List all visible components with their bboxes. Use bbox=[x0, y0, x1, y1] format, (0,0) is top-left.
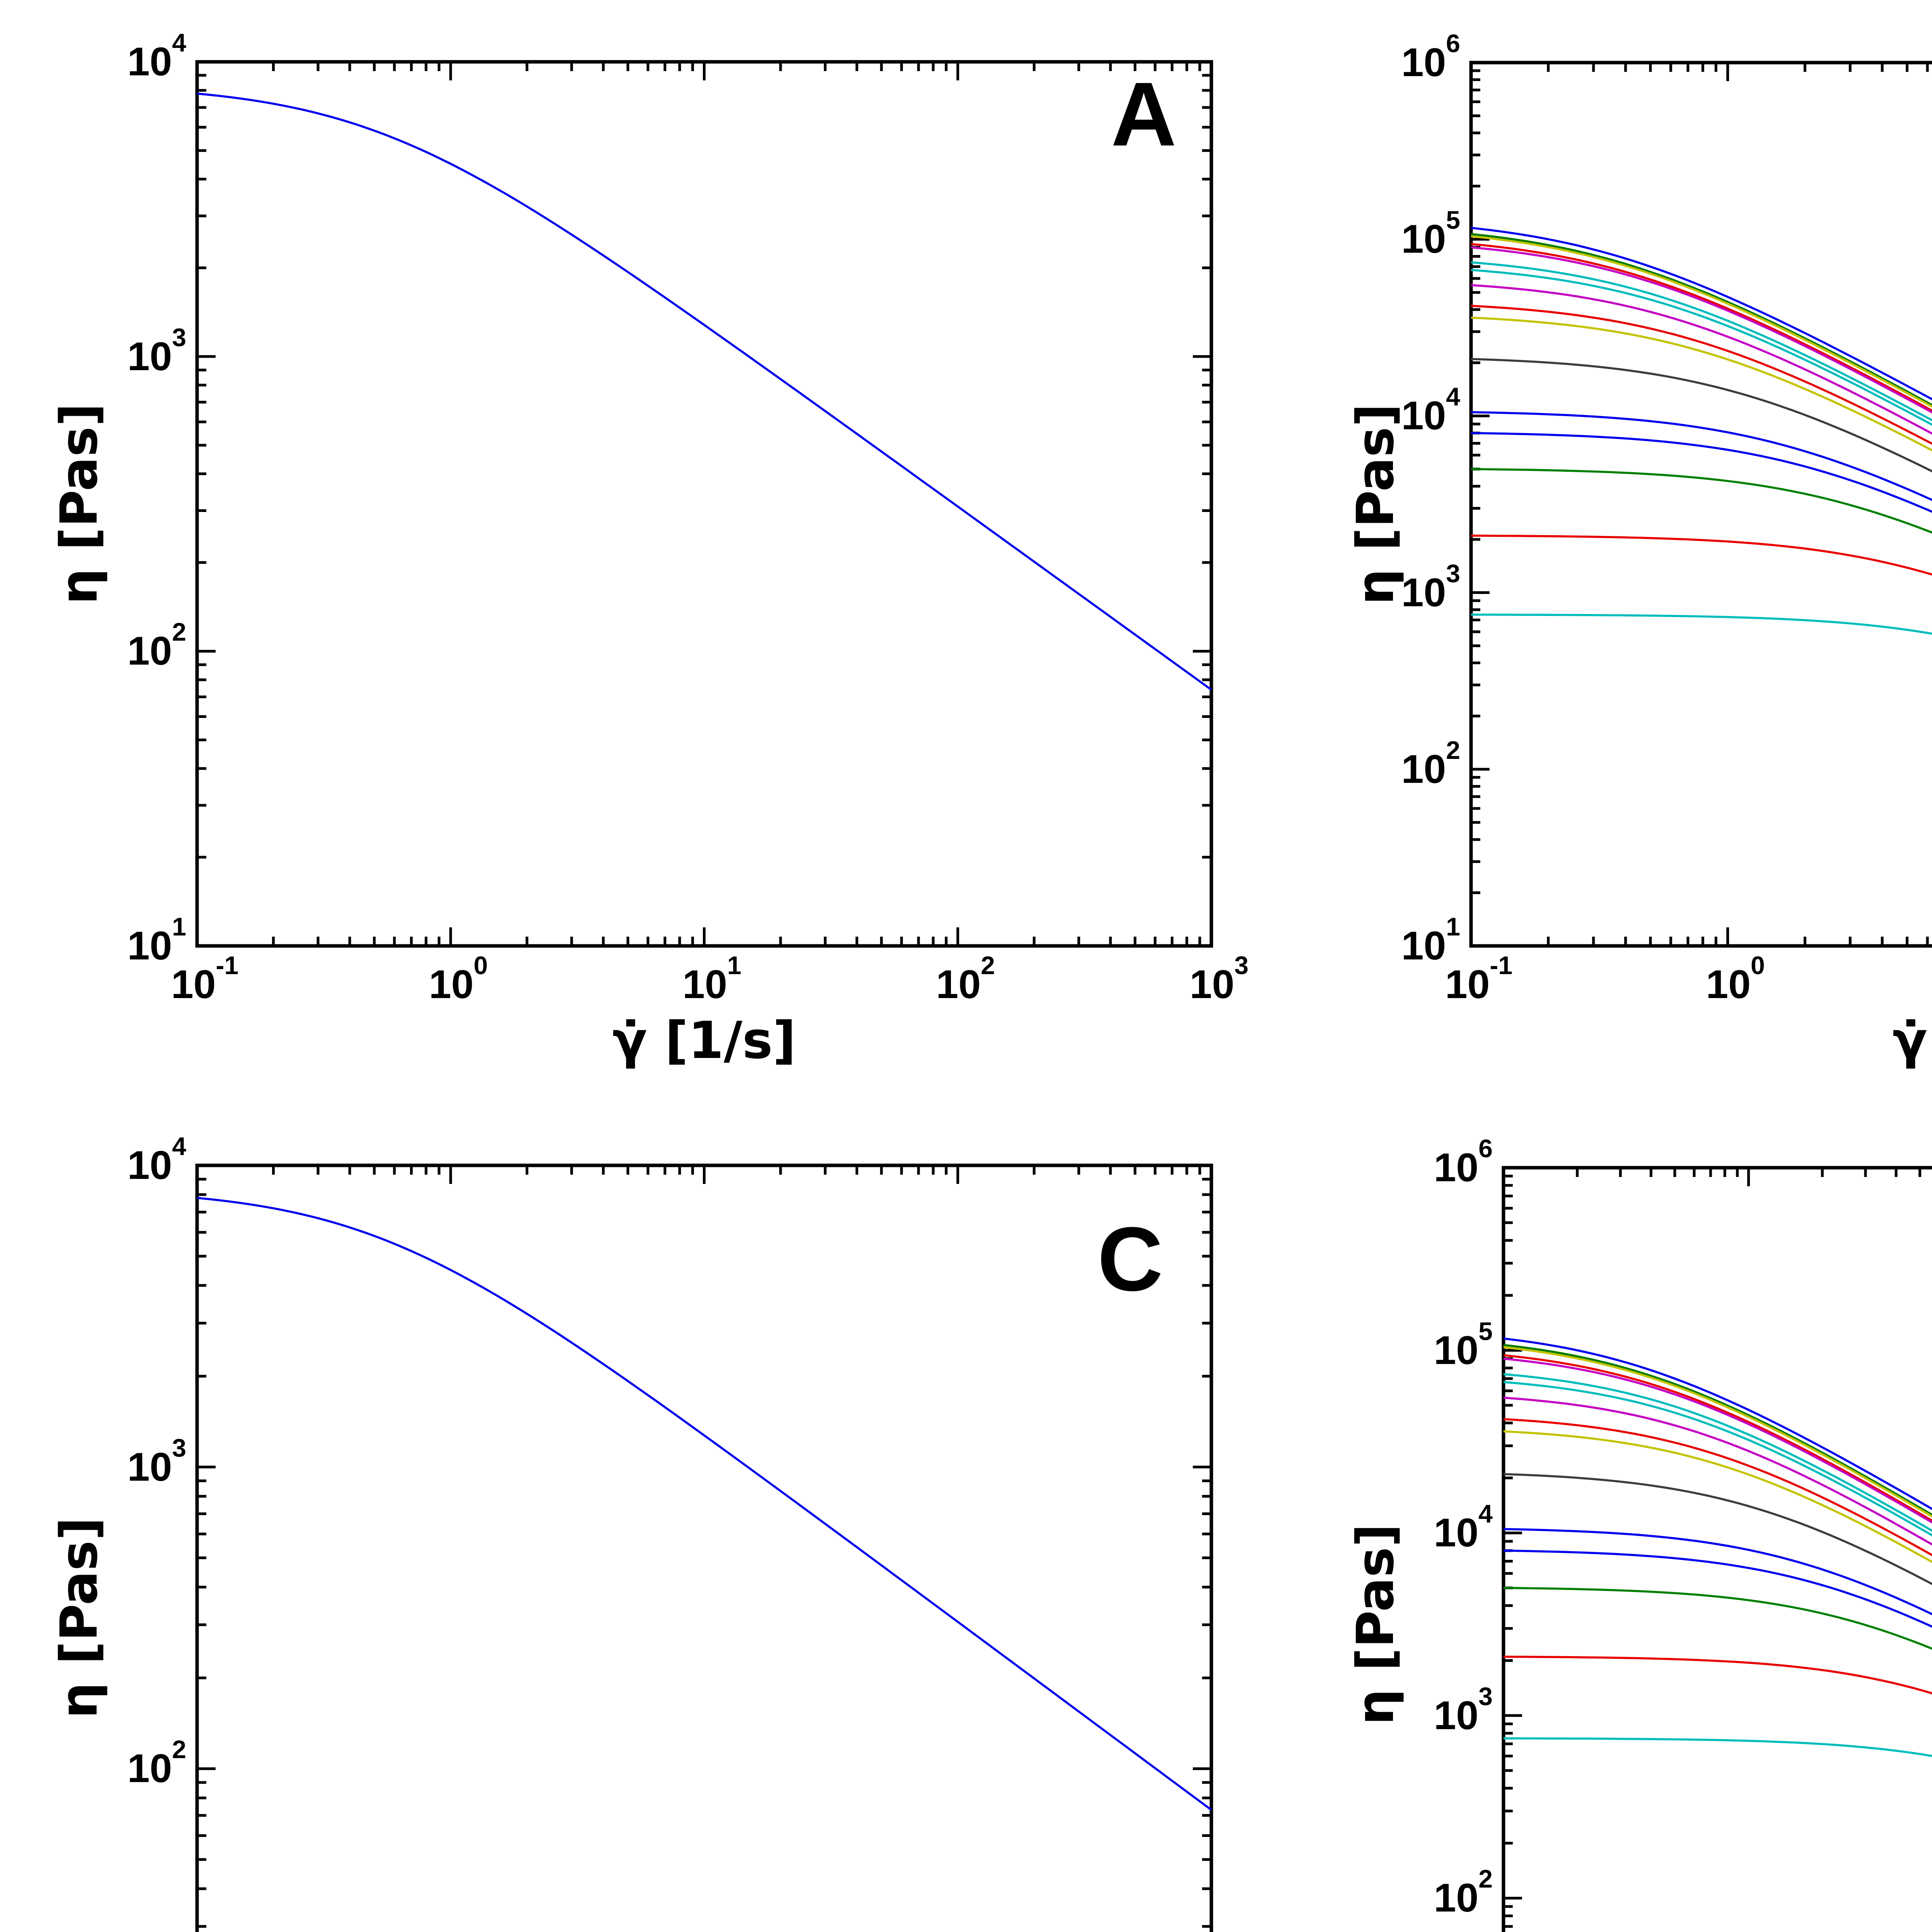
series-b-curve-07-cyan bbox=[1471, 269, 1932, 426]
series-b-curve-08-magenta bbox=[1471, 284, 1932, 435]
series-d-curve-05-magenta bbox=[1503, 1357, 1932, 1524]
series-d-curve-01-blue bbox=[1503, 1337, 1932, 1510]
series-b-curve-12-blue bbox=[1471, 411, 1932, 501]
axis-box-c bbox=[195, 1163, 1213, 1932]
series-b-curve-05-magenta bbox=[1471, 246, 1932, 414]
series-d-curve-11-gray bbox=[1503, 1473, 1932, 1585]
series-d-curve-03-yellow bbox=[1503, 1346, 1932, 1518]
series-d-curve-13-blue bbox=[1503, 1549, 1932, 1628]
series-d-curve-10-yellow bbox=[1503, 1430, 1932, 1563]
series-b-curve-01-blue bbox=[1471, 226, 1932, 401]
axis-ticks-a bbox=[196, 60, 1213, 947]
axis-box-a bbox=[195, 60, 1213, 948]
axis-ticks-c bbox=[196, 1164, 1213, 1928]
series-d-curve-07-cyan bbox=[1503, 1381, 1932, 1537]
series-d-curve-16-cyan bbox=[1503, 1737, 1932, 1757]
series-b-curve-16-cyan bbox=[1471, 613, 1932, 635]
series-group-d bbox=[1503, 1337, 1932, 1757]
series-b-curve-11-gray bbox=[1471, 358, 1932, 473]
series-d-curve-12-blue bbox=[1503, 1528, 1932, 1616]
axis-ticks-b bbox=[1469, 61, 1929, 947]
series-b-curve-04-red bbox=[1471, 243, 1932, 412]
series-d-curve-14-green bbox=[1503, 1587, 1932, 1650]
panel-a bbox=[195, 60, 1213, 948]
axis-ticks-d bbox=[1502, 1166, 1922, 1928]
series-d-curve-09-red bbox=[1503, 1418, 1932, 1556]
series-b-curve-06-cyan bbox=[1471, 261, 1932, 422]
series-b-curve-02-green bbox=[1471, 233, 1932, 406]
series-group-a bbox=[197, 92, 1211, 691]
panel-d bbox=[1502, 1166, 1932, 1932]
series-d-curve-04-red bbox=[1503, 1354, 1932, 1522]
series-b-curve-03-yellow bbox=[1471, 235, 1932, 408]
axis-box-d bbox=[1502, 1166, 1932, 1932]
series-d-curve-08-magenta bbox=[1503, 1396, 1932, 1546]
series-d-curve-02-green bbox=[1503, 1344, 1932, 1516]
panel-c bbox=[195, 1163, 1213, 1932]
series-b-curve-10-yellow bbox=[1471, 316, 1932, 452]
series-c-viscosity-fit bbox=[197, 1197, 1211, 1811]
series-b-curve-14-green bbox=[1471, 468, 1932, 534]
series-d-curve-06-cyan bbox=[1503, 1373, 1932, 1532]
series-b-curve-13-blue bbox=[1471, 432, 1932, 513]
panel-b bbox=[1469, 61, 1932, 948]
series-d-curve-15-red bbox=[1503, 1655, 1932, 1695]
series-group-c bbox=[197, 1197, 1211, 1811]
series-group-b bbox=[1471, 226, 1932, 635]
series-a-viscosity-fit bbox=[197, 92, 1211, 691]
axis-box-b bbox=[1469, 61, 1932, 948]
series-b-curve-09-red bbox=[1471, 304, 1932, 445]
series-b-curve-15-red bbox=[1471, 534, 1932, 576]
